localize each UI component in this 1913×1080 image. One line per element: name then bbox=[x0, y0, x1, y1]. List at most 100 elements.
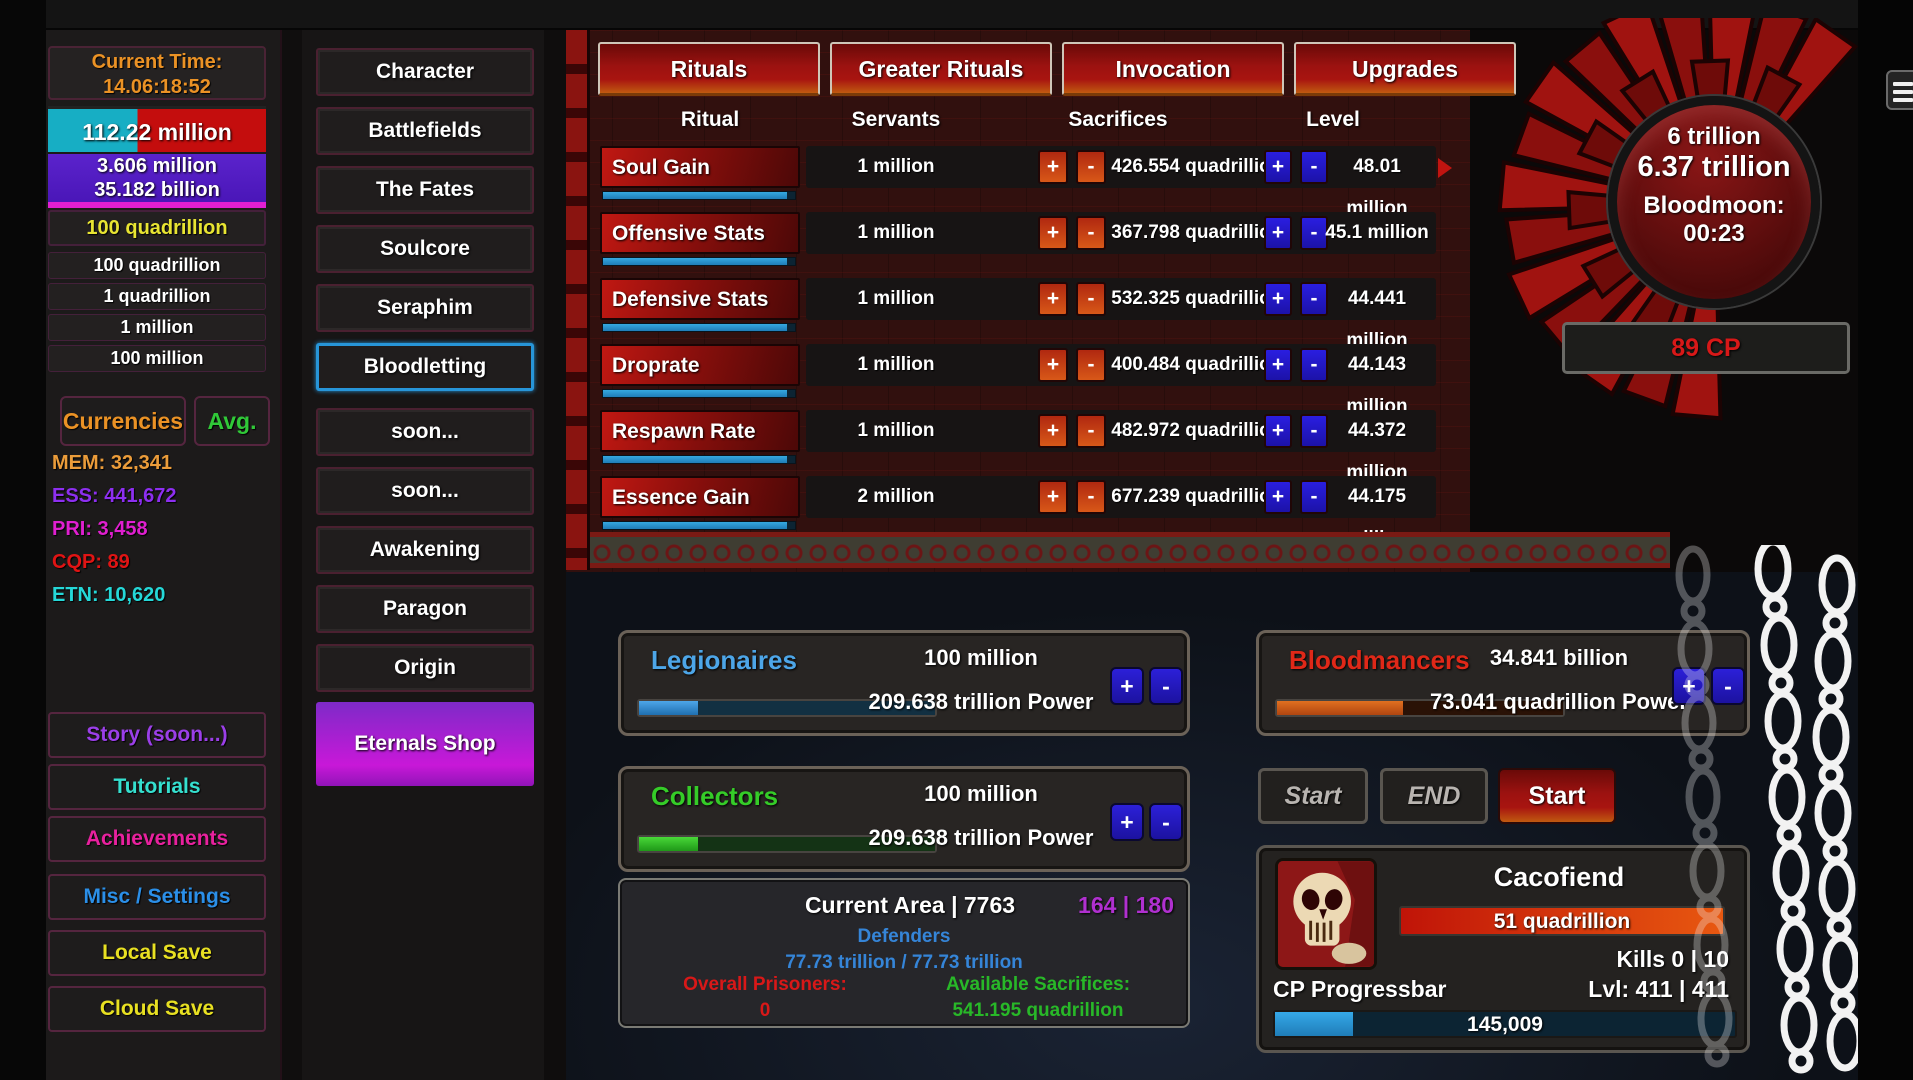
enemy-hp-bar: 51 quadrillion bbox=[1399, 906, 1725, 936]
ritual-name-button[interactable]: Defensive Stats bbox=[600, 278, 800, 320]
sacrifices-minus-button[interactable]: - bbox=[1300, 216, 1328, 250]
nav-item-paragon[interactable]: Paragon bbox=[316, 585, 534, 633]
cp-counter-panel: 89 CP bbox=[1562, 322, 1850, 374]
defenders-value: 77.73 trillion / 77.73 trillion bbox=[785, 952, 1023, 973]
ritual-row: Droprate 1 million + - 400.484 quadrilli… bbox=[600, 344, 1436, 417]
tab-rituals[interactable]: Rituals bbox=[598, 42, 820, 96]
servants-plus-button[interactable]: + bbox=[1038, 414, 1068, 448]
currency-cqp: CQP: 89 bbox=[52, 551, 130, 573]
currency-pri: PRI: 3,458 bbox=[52, 518, 148, 540]
sacrifices-plus-button[interactable]: + bbox=[1264, 414, 1292, 448]
currencies-button[interactable]: Currencies bbox=[60, 396, 186, 446]
sacrifices-plus-button[interactable]: + bbox=[1264, 282, 1292, 316]
sacrifices-plus-button[interactable]: + bbox=[1264, 150, 1292, 184]
achievements-button[interactable]: Achievements bbox=[48, 816, 266, 862]
nav-item-character[interactable]: Character bbox=[316, 48, 534, 96]
sacrifices-minus-button[interactable]: - bbox=[1300, 414, 1328, 448]
sacrifices-minus-button[interactable]: - bbox=[1300, 348, 1328, 382]
ritual-progress-fill bbox=[603, 390, 788, 397]
ritual-name-button[interactable]: Essence Gain bbox=[600, 476, 800, 518]
nav-item-eternals-shop[interactable]: Eternals Shop bbox=[316, 702, 534, 786]
nav-item-soulcore[interactable]: Soulcore bbox=[316, 225, 534, 273]
legionaires-title: Legionaires bbox=[651, 645, 797, 675]
collectors-minus-button[interactable]: - bbox=[1149, 803, 1183, 841]
sacrifices-plus-button[interactable]: + bbox=[1264, 216, 1292, 250]
left-edge-column bbox=[0, 0, 46, 1080]
sacrifices-plus-button[interactable]: + bbox=[1264, 480, 1292, 514]
end-button[interactable]: END bbox=[1380, 768, 1488, 824]
bloodmoon-emblem: 6 trillion 6.37 trillion Bloodmoon: 00:2… bbox=[1608, 96, 1820, 308]
skull-icon bbox=[1278, 861, 1374, 967]
ritual-name-button[interactable]: Droprate bbox=[600, 344, 800, 386]
sacrifices-minus-button[interactable]: - bbox=[1300, 282, 1328, 316]
nav-item-battlefields[interactable]: Battlefields bbox=[316, 107, 534, 155]
servants-plus-button[interactable]: + bbox=[1038, 480, 1068, 514]
bloodmancers-plus-button[interactable]: + bbox=[1672, 667, 1706, 705]
current-area-title: Current Area | 7763 bbox=[804, 892, 1016, 918]
right-edge-column bbox=[1858, 0, 1913, 1080]
enemy-level: Lvl: 411 | 411 bbox=[1588, 976, 1729, 1002]
start-attack-button[interactable]: Start bbox=[1498, 768, 1616, 824]
servants-plus-button[interactable]: + bbox=[1038, 348, 1068, 382]
ritual-name-button[interactable]: Soul Gain bbox=[600, 146, 800, 188]
nav-item-bloodletting-active[interactable]: Bloodletting bbox=[316, 343, 534, 391]
servants-minus-button[interactable]: - bbox=[1076, 348, 1106, 382]
cp-progress-fill bbox=[1275, 1012, 1354, 1036]
servants-minus-button[interactable]: - bbox=[1076, 216, 1106, 250]
nav-item-seraphim[interactable]: Seraphim bbox=[316, 284, 534, 332]
collectors-plus-button[interactable]: + bbox=[1110, 803, 1144, 841]
level-value: 45.1 million bbox=[1325, 222, 1429, 243]
sacrifices-minus-button[interactable]: - bbox=[1300, 480, 1328, 514]
tab-invocation[interactable]: Invocation bbox=[1062, 42, 1284, 96]
local-save-button[interactable]: Local Save bbox=[48, 930, 266, 976]
tab-greater-rituals[interactable]: Greater Rituals bbox=[830, 42, 1052, 96]
current-time-panel: Current Time: 14.06:18:52 bbox=[48, 46, 266, 100]
servants-plus-button[interactable]: + bbox=[1038, 150, 1068, 184]
cloud-save-button[interactable]: Cloud Save bbox=[48, 986, 266, 1032]
tab-upgrades[interactable]: Upgrades bbox=[1294, 42, 1516, 96]
nav-item-soon-2[interactable]: soon... bbox=[316, 467, 534, 515]
servants-minus-button[interactable]: - bbox=[1076, 414, 1106, 448]
nav-item-soon-1[interactable]: soon... bbox=[316, 408, 534, 456]
servants-plus-button[interactable]: + bbox=[1038, 282, 1068, 316]
ritual-name-button[interactable]: Offensive Stats bbox=[600, 212, 800, 254]
legionaires-panel: Legionaires 100 million 209.638 trillion… bbox=[618, 630, 1190, 736]
currency-ess: ESS: 441,672 bbox=[52, 485, 177, 507]
bloodmancers-power: 73.041 quadrillion Power bbox=[1430, 689, 1688, 714]
chains-graphic bbox=[1675, 545, 1860, 1074]
tutorials-button[interactable]: Tutorials bbox=[48, 764, 266, 810]
legionaires-plus-button[interactable]: + bbox=[1110, 667, 1144, 705]
ritual-progress-bar bbox=[602, 455, 796, 464]
bloodmancers-progress-fill bbox=[1277, 701, 1403, 715]
emblem-value-current: 6 trillion bbox=[1667, 123, 1761, 150]
ritual-progress-bar bbox=[602, 323, 796, 332]
servants-minus-button[interactable]: - bbox=[1076, 150, 1106, 184]
sacrifices-plus-button[interactable]: + bbox=[1264, 348, 1292, 382]
ritual-name-button[interactable]: Respawn Rate bbox=[600, 410, 800, 452]
misc-settings-button[interactable]: Misc / Settings bbox=[48, 874, 266, 920]
avg-button[interactable]: Avg. bbox=[194, 396, 270, 446]
panel-ornament-column bbox=[566, 30, 590, 570]
bloodmancers-minus-button[interactable]: - bbox=[1711, 667, 1745, 705]
legionaires-minus-button[interactable]: - bbox=[1149, 667, 1183, 705]
story-button[interactable]: Story (soon...) bbox=[48, 712, 266, 758]
servants-minus-button[interactable]: - bbox=[1076, 282, 1106, 316]
collectors-title: Collectors bbox=[651, 781, 779, 811]
prisoners-label: Overall Prisoners: bbox=[683, 974, 847, 995]
sacrifices-minus-button[interactable]: - bbox=[1300, 150, 1328, 184]
sacrifices-value: 367.798 quadrillio bbox=[1111, 222, 1271, 243]
current-time-value: 14.06:18:52 bbox=[103, 76, 211, 98]
nav-item-origin[interactable]: Origin bbox=[316, 644, 534, 692]
hamburger-menu-button[interactable] bbox=[1886, 70, 1913, 110]
servants-minus-button[interactable]: - bbox=[1076, 480, 1106, 514]
level-value: 44.441 million bbox=[1346, 288, 1408, 351]
servants-value: 1 million bbox=[857, 156, 935, 177]
currency-mem: MEM: 32,341 bbox=[52, 452, 173, 474]
collectors-count: 100 million bbox=[924, 781, 1038, 806]
enemy-skull-avatar bbox=[1275, 858, 1377, 970]
nav-item-the-fates[interactable]: The Fates bbox=[316, 166, 534, 214]
nav-item-awakening[interactable]: Awakening bbox=[316, 526, 534, 574]
servants-plus-button[interactable]: + bbox=[1038, 216, 1068, 250]
start-button-left[interactable]: Start bbox=[1258, 768, 1368, 824]
